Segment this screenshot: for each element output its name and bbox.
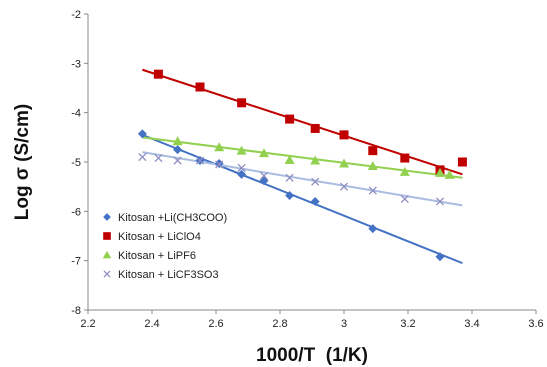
data-point-triflate	[368, 186, 377, 195]
data-point-perchlorate	[153, 69, 163, 79]
x-tick-label: 3	[341, 318, 347, 330]
y-tick-label: -3	[71, 58, 81, 70]
legend-marker-triflate	[103, 270, 111, 278]
data-point-triflate	[400, 194, 409, 204]
data-point-triflate	[285, 173, 294, 182]
data-point-triflate	[195, 156, 205, 165]
data-point-triflate	[259, 171, 269, 180]
data-point-hexafluorophosphate	[367, 160, 378, 170]
data-point-triflate	[311, 177, 320, 186]
legend-marker-acetate	[103, 213, 111, 221]
y-axis-title: Log σ (S/cm)	[12, 104, 33, 220]
data-point-acetate	[310, 196, 320, 206]
data-point-perchlorate	[237, 98, 247, 108]
legend-label-triflate: Kitosan + LiCF3SO3	[118, 269, 219, 281]
data-point-acetate	[285, 191, 295, 201]
data-point-triflate	[339, 182, 349, 191]
trendline-hexafluorophosphate	[142, 136, 463, 179]
data-point-acetate	[173, 145, 183, 155]
data-point-hexafluorophosphate	[236, 145, 247, 155]
data-point-perchlorate	[310, 123, 320, 133]
data-point-perchlorate	[195, 82, 205, 92]
data-point-triflate	[173, 156, 182, 165]
data-point-hexafluorophosphate	[399, 166, 410, 176]
data-point-triflate	[138, 153, 147, 162]
x-tick-label: 3.6	[528, 318, 543, 330]
x-tick-label: 2.6	[208, 318, 223, 330]
x-tick-label: 2.4	[144, 318, 159, 330]
data-point-triflate	[154, 153, 163, 163]
data-point-hexafluorophosphate	[310, 155, 321, 165]
data-point-acetate	[237, 169, 247, 179]
legend-label-hexafluorophosphate: Kitosan + LiPF6	[118, 250, 196, 262]
data-point-acetate	[435, 252, 445, 262]
data-points	[137, 69, 467, 262]
data-point-triflate	[215, 160, 224, 169]
legend-label-acetate: Kitosan +Li(CH3COO)	[118, 212, 227, 224]
y-tick-label: -2	[71, 9, 81, 21]
ticks: 2.2 2.4 2.6 2.8 3 3.2 3.4 3.6 -8 -7 -6 -5 -4 -3 -2	[71, 9, 543, 330]
x-tick-label: 3.4	[464, 318, 479, 330]
data-point-perchlorate	[339, 130, 349, 140]
data-point-acetate	[368, 224, 378, 234]
trendline-triflate	[142, 151, 463, 207]
legend-marker-perchlorate	[103, 232, 111, 240]
legend-marker-hexafluorophosphate	[102, 250, 112, 259]
x-tick-label: 2.2	[80, 318, 95, 330]
legend-label-perchlorate: Kitosan + LiClO4	[118, 231, 201, 243]
x-tick-label: 2.8	[272, 318, 287, 330]
y-tick-label: -5	[71, 157, 81, 169]
data-point-hexafluorophosphate	[444, 169, 455, 179]
data-point-hexafluorophosphate	[284, 155, 295, 165]
x-tick-label: 3.2	[400, 318, 415, 330]
trendline-acetate	[142, 133, 463, 265]
trendline-perchlorate	[142, 68, 463, 176]
data-point-hexafluorophosphate	[172, 136, 183, 146]
data-point-triflate	[435, 197, 445, 206]
y-tick-label: -6	[71, 206, 81, 218]
y-tick-label: -4	[71, 108, 81, 120]
x-axis-title: 1000/T (1/K)	[256, 345, 368, 366]
data-point-hexafluorophosphate	[259, 148, 269, 158]
legend: Kitosan +Li(CH3COO) Kitosan + LiClO4 Kitos…	[102, 212, 227, 281]
data-point-perchlorate	[368, 146, 378, 156]
data-point-hexafluorophosphate	[435, 167, 445, 177]
data-point-hexafluorophosphate	[339, 158, 349, 168]
data-point-hexafluorophosphate	[214, 142, 225, 152]
data-point-triflate	[237, 163, 246, 172]
data-point-perchlorate	[285, 114, 295, 124]
data-point-acetate	[214, 158, 224, 168]
data-point-acetate	[137, 129, 147, 139]
data-point-perchlorate	[400, 153, 410, 163]
data-point-perchlorate	[457, 157, 467, 167]
y-tick-label: -8	[71, 305, 81, 317]
y-tick-label: -7	[71, 256, 81, 268]
